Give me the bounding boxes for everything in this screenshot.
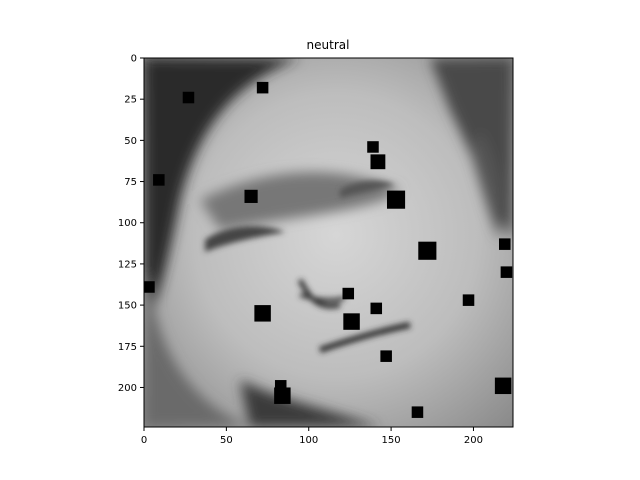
occlusion-patch	[494, 377, 512, 395]
occlusion-patch	[144, 281, 155, 293]
y-tick-label: 75	[124, 177, 137, 188]
x-tick-label: 150	[382, 435, 401, 446]
occlusion-patch	[418, 241, 437, 260]
y-tick-label: 175	[118, 342, 137, 353]
occlusion-patches	[144, 81, 513, 418]
y-axis: 0 25 50 75 100 125 150 175 200	[118, 54, 144, 394]
occlusion-patch	[462, 294, 475, 306]
y-tick-label: 100	[118, 218, 137, 229]
x-tick-label: 50	[220, 435, 233, 446]
occlusion-patch	[380, 350, 392, 362]
occlusion-patch	[343, 313, 360, 330]
occlusion-patch	[370, 154, 386, 170]
y-tick-label: 50	[124, 136, 137, 147]
occlusion-patch	[500, 266, 513, 278]
occlusion-patch	[256, 81, 269, 94]
occlusion-patch	[274, 387, 291, 404]
occlusion-patch	[182, 91, 195, 104]
y-tick-label: 125	[118, 259, 137, 270]
y-tick-label: 25	[124, 95, 137, 106]
occlusion-patch	[498, 238, 511, 250]
occlusion-patch	[342, 287, 355, 300]
x-tick-label: 0	[141, 435, 147, 446]
axes-frame	[143, 57, 514, 428]
occlusion-patch	[254, 305, 271, 322]
occlusion-patch	[367, 141, 379, 153]
occlusion-patch	[274, 380, 287, 392]
occlusion-patch	[153, 174, 165, 186]
y-tick-label: 150	[118, 301, 137, 312]
face-image	[144, 58, 513, 427]
occlusion-patch	[386, 190, 406, 209]
y-tick-label: 0	[131, 54, 137, 65]
occlusion-patch	[370, 302, 383, 315]
chart-title: neutral	[307, 38, 350, 52]
occlusion-patch	[244, 189, 258, 203]
x-tick-label: 200	[464, 435, 483, 446]
x-tick-label: 100	[299, 435, 318, 446]
occlusion-patch	[411, 406, 424, 418]
x-axis: 0 50 100 150 200	[141, 427, 483, 446]
y-tick-label: 200	[118, 383, 137, 394]
